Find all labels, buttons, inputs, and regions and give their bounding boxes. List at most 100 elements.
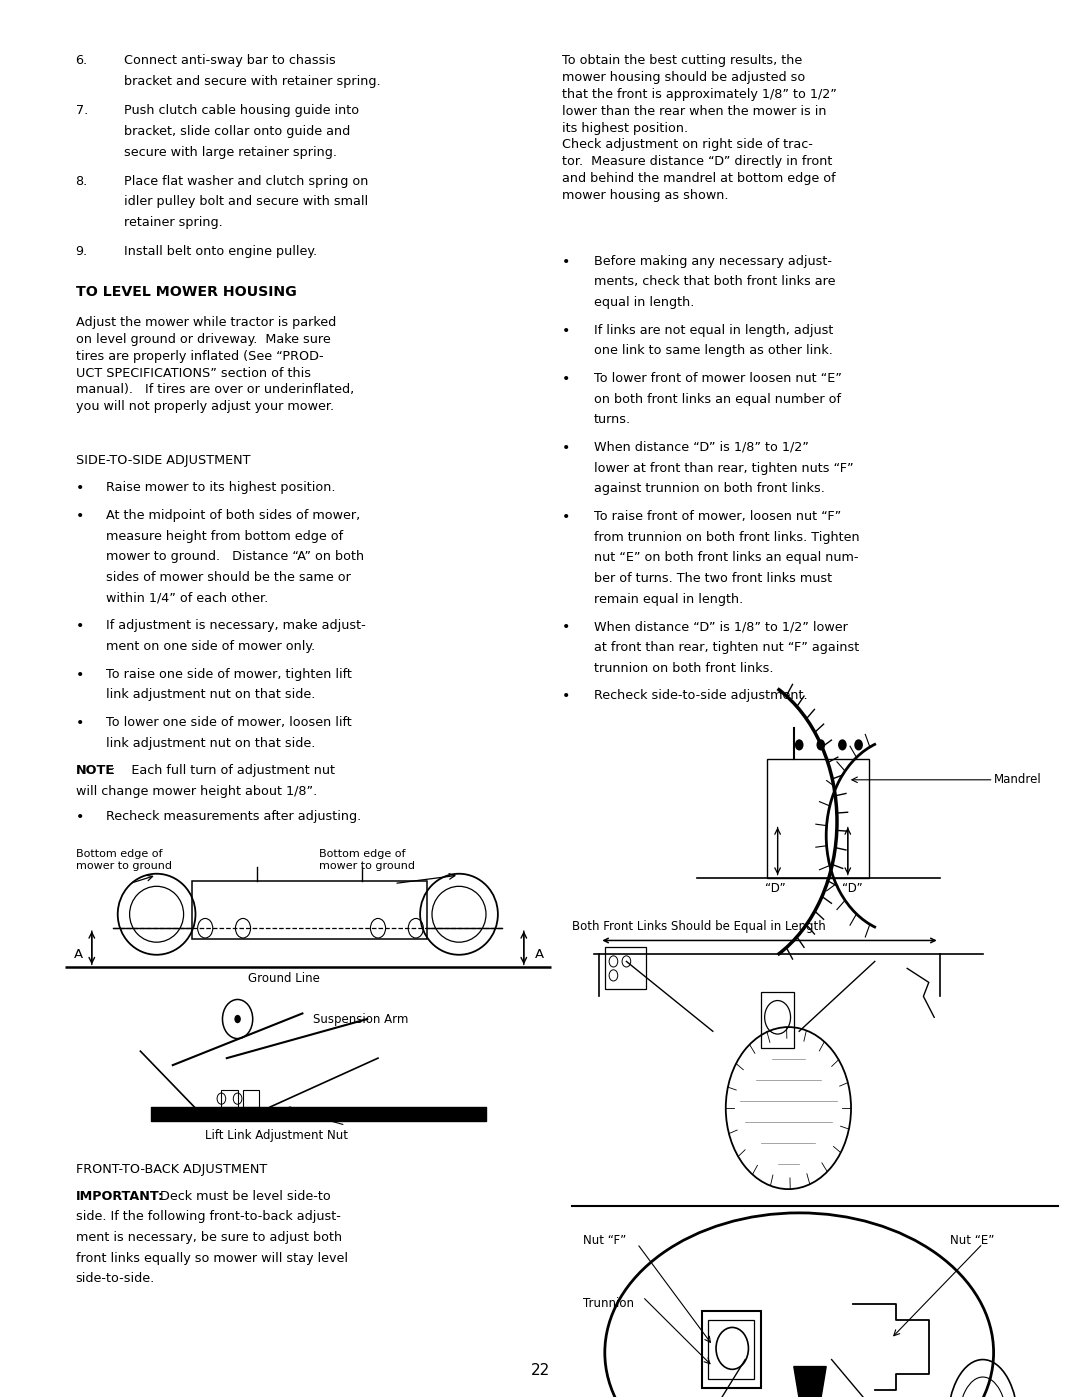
Text: Suspension Arm: Suspension Arm [313, 1013, 408, 1027]
Text: •: • [76, 715, 84, 729]
Text: •: • [76, 509, 84, 522]
Circle shape [234, 1014, 241, 1023]
Text: SIDE-TO-SIDE ADJUSTMENT: SIDE-TO-SIDE ADJUSTMENT [76, 454, 251, 468]
Text: If links are not equal in length, adjust: If links are not equal in length, adjust [594, 324, 834, 337]
Text: against trunnion on both front links.: against trunnion on both front links. [594, 482, 825, 496]
Bar [767, 759, 869, 877]
Text: one link to same length as other link.: one link to same length as other link. [594, 344, 833, 358]
Text: from trunnion on both front links. Tighten: from trunnion on both front links. Tight… [594, 531, 860, 543]
Text: •: • [562, 324, 570, 338]
Text: nut “E” on both front links an equal num-: nut “E” on both front links an equal num… [594, 552, 859, 564]
Text: To obtain the best cutting results, the
mower housing should be adjusted so
that: To obtain the best cutting results, the … [562, 54, 837, 203]
Text: bracket, slide collar onto guide and: bracket, slide collar onto guide and [124, 124, 350, 138]
Text: Place flat washer and clutch spring on: Place flat washer and clutch spring on [124, 175, 368, 187]
Text: side-to-side.: side-to-side. [76, 1273, 154, 1285]
Text: remain equal in length.: remain equal in length. [594, 592, 743, 606]
Text: TO LEVEL MOWER HOUSING: TO LEVEL MOWER HOUSING [76, 285, 296, 299]
Text: •: • [76, 619, 84, 633]
Text: •: • [562, 254, 570, 268]
Text: At the midpoint of both sides of mower,: At the midpoint of both sides of mower, [106, 509, 360, 522]
Text: Recheck measurements after adjusting.: Recheck measurements after adjusting. [106, 810, 361, 823]
Text: Adjust the mower while tractor is parked
on level ground or driveway.  Make sure: Adjust the mower while tractor is parked… [76, 316, 354, 414]
Bar [702, 1310, 761, 1387]
Text: Bottom edge of
mower to ground: Bottom edge of mower to ground [319, 848, 415, 870]
Text: lower at front than rear, tighten nuts “F”: lower at front than rear, tighten nuts “… [594, 461, 853, 475]
Text: •: • [562, 372, 570, 386]
Bar [605, 947, 646, 989]
Text: •: • [76, 810, 84, 824]
Text: “D”: “D” [842, 882, 863, 895]
Text: side. If the following front-to-back adjust-: side. If the following front-to-back adj… [76, 1210, 340, 1224]
Text: sides of mower should be the same or: sides of mower should be the same or [106, 571, 351, 584]
Text: bracket and secure with retainer spring.: bracket and secure with retainer spring. [124, 75, 381, 88]
Text: :    Each full turn of adjustment nut: : Each full turn of adjustment nut [111, 764, 335, 777]
Text: NOTE: NOTE [76, 764, 114, 777]
Text: mower to ground.   Distance “A” on both: mower to ground. Distance “A” on both [106, 550, 364, 563]
Bar [761, 992, 794, 1048]
Circle shape [795, 739, 804, 750]
Text: A: A [73, 947, 82, 961]
Text: When distance “D” is 1/8” to 1/2” lower: When distance “D” is 1/8” to 1/2” lower [594, 620, 848, 633]
Polygon shape [794, 1366, 826, 1397]
Text: equal in length.: equal in length. [594, 296, 694, 309]
Text: Install belt onto engine pulley.: Install belt onto engine pulley. [124, 244, 318, 258]
Text: Both Front Links Should be Equal in Length: Both Front Links Should be Equal in Leng… [572, 919, 826, 933]
Text: Deck must be level side-to: Deck must be level side-to [160, 1190, 330, 1203]
Text: To raise front of mower, loosen nut “F”: To raise front of mower, loosen nut “F” [594, 510, 841, 522]
Text: 6.: 6. [76, 54, 87, 67]
Text: Trunnion: Trunnion [583, 1296, 634, 1310]
Text: Raise mower to its highest position.: Raise mower to its highest position. [106, 481, 336, 495]
Text: •: • [562, 510, 570, 524]
Text: Recheck side-to-side adjustment.: Recheck side-to-side adjustment. [594, 689, 808, 703]
Text: Lift Link Adjustment Nut: Lift Link Adjustment Nut [205, 1129, 348, 1143]
Text: ments, check that both front links are: ments, check that both front links are [594, 275, 836, 288]
Text: ber of turns. The two front links must: ber of turns. The two front links must [594, 571, 832, 585]
Text: “D”: “D” [765, 882, 785, 895]
Text: 8.: 8. [76, 175, 87, 187]
Text: To lower one side of mower, loosen lift: To lower one side of mower, loosen lift [106, 715, 352, 729]
Text: ment on one side of mower only.: ment on one side of mower only. [106, 640, 315, 652]
Bar [221, 1090, 238, 1106]
Text: 22: 22 [530, 1363, 550, 1379]
Text: ment is necessary, be sure to adjust both: ment is necessary, be sure to adjust bot… [76, 1231, 341, 1245]
Text: secure with large retainer spring.: secure with large retainer spring. [124, 145, 337, 159]
Circle shape [854, 739, 863, 750]
Text: IMPORTANT:: IMPORTANT: [76, 1190, 164, 1203]
Text: To raise one side of mower, tighten lift: To raise one side of mower, tighten lift [106, 668, 352, 680]
Text: Connect anti-sway bar to chassis: Connect anti-sway bar to chassis [124, 54, 336, 67]
Text: will change mower height about 1/8”.: will change mower height about 1/8”. [76, 785, 316, 798]
Text: Nut “F”: Nut “F” [583, 1234, 626, 1248]
Bar [243, 1090, 259, 1106]
Text: •: • [76, 668, 84, 682]
Text: To lower front of mower loosen nut “E”: To lower front of mower loosen nut “E” [594, 372, 842, 386]
Text: within 1/4” of each other.: within 1/4” of each other. [106, 591, 268, 605]
Text: Before making any necessary adjust-: Before making any necessary adjust- [594, 254, 832, 268]
Text: retainer spring.: retainer spring. [124, 217, 222, 229]
Text: trunnion on both front links.: trunnion on both front links. [594, 662, 773, 675]
Text: •: • [562, 689, 570, 703]
Text: idler pulley bolt and secure with small: idler pulley bolt and secure with small [124, 196, 368, 208]
Bar [192, 880, 427, 939]
Text: 9.: 9. [76, 244, 87, 258]
Text: If adjustment is necessary, make adjust-: If adjustment is necessary, make adjust- [106, 619, 366, 633]
Text: Ground Line: Ground Line [248, 971, 321, 985]
Text: Nut “E”: Nut “E” [950, 1234, 995, 1248]
Text: Push clutch cable housing guide into: Push clutch cable housing guide into [124, 105, 360, 117]
Text: •: • [76, 481, 84, 495]
Bar [708, 1320, 754, 1379]
Text: FRONT-TO-BACK ADJUSTMENT: FRONT-TO-BACK ADJUSTMENT [76, 1162, 267, 1176]
Text: A: A [535, 947, 543, 961]
Text: measure height from bottom edge of: measure height from bottom edge of [106, 529, 343, 542]
Circle shape [816, 739, 825, 750]
Text: turns.: turns. [594, 414, 631, 426]
Text: on both front links an equal number of: on both front links an equal number of [594, 393, 841, 405]
Text: •: • [562, 620, 570, 634]
Text: link adjustment nut on that side.: link adjustment nut on that side. [106, 689, 315, 701]
Text: Mandrel: Mandrel [994, 773, 1041, 787]
Text: at front than rear, tighten nut “F” against: at front than rear, tighten nut “F” agai… [594, 641, 860, 654]
Text: 7.: 7. [76, 105, 87, 117]
Text: link adjustment nut on that side.: link adjustment nut on that side. [106, 736, 315, 750]
Text: •: • [562, 441, 570, 455]
Text: Bottom edge of
mower to ground: Bottom edge of mower to ground [76, 848, 172, 870]
Text: When distance “D” is 1/8” to 1/2”: When distance “D” is 1/8” to 1/2” [594, 441, 809, 454]
